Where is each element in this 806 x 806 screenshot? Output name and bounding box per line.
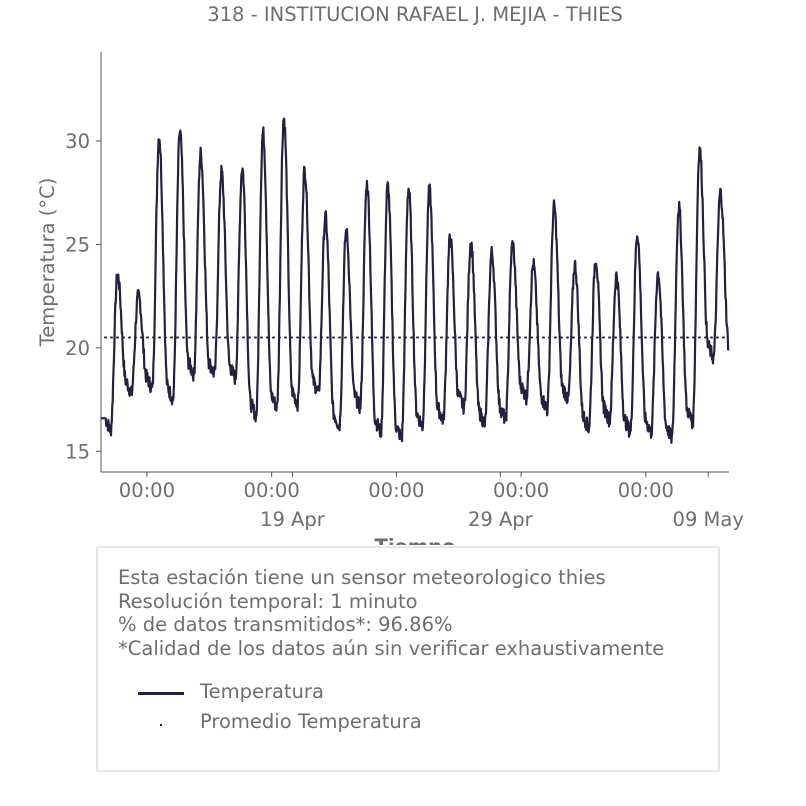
x-tick-label-time: 00:00	[119, 479, 175, 502]
temperature-chart: 318 - INSTITUCION RAFAEL J. MEJIA - THIE…	[36, 3, 744, 545]
info-text: Esta estación tiene un sensor meteorolog…	[118, 566, 664, 660]
info-quality-line: *Calidad de los datos aún sin verificar …	[118, 636, 665, 660]
info-resolution-line: Resolución temporal: 1 minuto	[118, 589, 418, 613]
info-transmitted-line: % de datos transmitidos*: 96.86%	[118, 613, 453, 636]
series-line-temperatura	[100, 117, 730, 444]
info-panel: Esta estación tiene un sensor meteorolog…	[96, 546, 720, 772]
legend-swatch-line	[138, 692, 184, 695]
legend-label-temperatura: Temperatura	[200, 680, 324, 703]
x-tick-label-time: 00:00	[244, 479, 300, 502]
x-tick-label-date: 19 Apr	[260, 508, 326, 531]
legend-swatch-dot	[160, 724, 162, 726]
x-tick-label-date: 29 Apr	[468, 508, 534, 531]
x-tick-label-date: 09 May	[673, 508, 744, 531]
x-axis: 00:00 00:00 00:00 00:00 00:00 19 Apr 29 Apr 09 …	[119, 472, 744, 531]
y-tick-label: 30	[65, 130, 90, 153]
info-sensor-line: Esta estación tiene un sensor meteorolog…	[118, 566, 606, 589]
y-tick-label: 20	[65, 337, 90, 360]
x-tick-label-time: 00:00	[493, 479, 549, 502]
chart-title: 318 - INSTITUCION RAFAEL J. MEJIA - THIE…	[207, 3, 623, 26]
x-tick-label-time: 00:00	[368, 479, 424, 502]
y-tick-label: 15	[65, 440, 90, 463]
x-tick-label-time: 00:00	[618, 479, 674, 502]
x-axis-label: Tiempo	[375, 535, 456, 545]
y-tick-label: 25	[65, 233, 90, 256]
legend-label-promedio: Promedio Temperatura	[200, 710, 422, 733]
y-axis: 15 20 25 30	[65, 130, 101, 463]
y-axis-label: Temperatura (°C)	[36, 178, 59, 348]
